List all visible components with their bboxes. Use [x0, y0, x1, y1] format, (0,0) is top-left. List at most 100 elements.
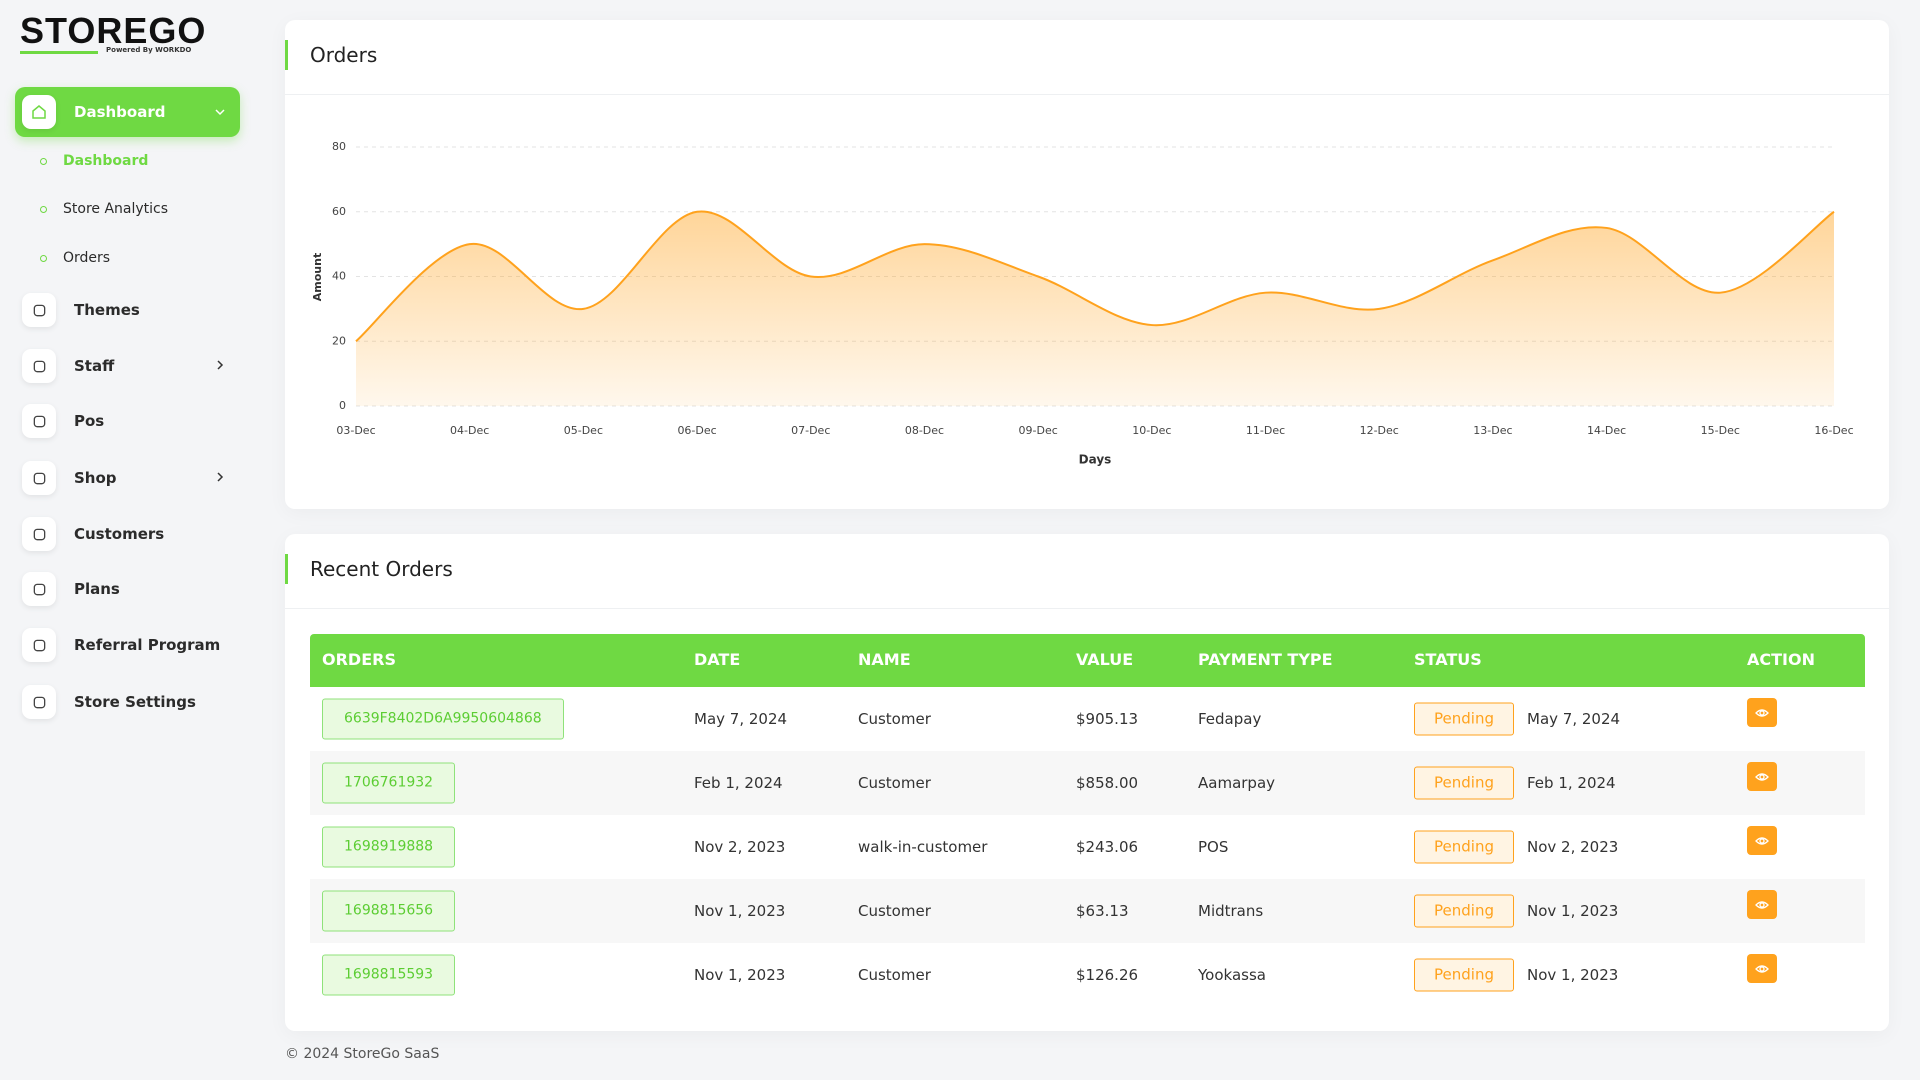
- y-tick-label: 40: [332, 270, 346, 283]
- icon: [22, 461, 56, 495]
- icon: [22, 572, 56, 606]
- y-tick-label: 20: [332, 334, 346, 347]
- nav-item[interactable]: Shop: [15, 453, 240, 503]
- icon: [22, 628, 56, 662]
- nav-label: Themes: [74, 301, 140, 319]
- x-tick-label: 04-Dec: [450, 424, 489, 437]
- card-title: Orders: [310, 43, 378, 67]
- recent-orders-card: Recent Orders ORDERS DATE NAME VALUE PAYMENT…: [285, 534, 1889, 1031]
- view-button[interactable]: [1747, 826, 1777, 855]
- row-stripe: [310, 751, 1865, 815]
- nav-item[interactable]: Themes: [15, 285, 240, 335]
- x-tick-label: 09-Dec: [1019, 424, 1058, 437]
- table-cell: Nov 1, 2023: [694, 902, 786, 920]
- view-button[interactable]: [1747, 890, 1777, 919]
- table-cell: Customer: [858, 966, 931, 984]
- table-cell: $243.06: [1076, 838, 1139, 856]
- nav-item[interactable]: Customers: [15, 509, 240, 559]
- icon: [22, 293, 56, 327]
- nav-label: Referral Program: [74, 636, 221, 654]
- icon: [22, 517, 56, 551]
- view-button[interactable]: [1747, 698, 1777, 727]
- status-date: Nov 2, 2023: [1527, 838, 1619, 856]
- nav-item[interactable]: Store Settings: [15, 677, 240, 727]
- brand-underline: [20, 51, 98, 54]
- nav-label: Plans: [74, 580, 120, 598]
- column-header: ORDERS: [322, 650, 396, 669]
- status-date: Nov 1, 2023: [1527, 902, 1619, 920]
- nav-label: Dashboard: [74, 103, 166, 121]
- y-tick-label: 80: [332, 140, 346, 153]
- column-header: DATE: [694, 650, 741, 669]
- table-header: [310, 634, 1865, 687]
- x-tick-label: 11-Dec: [1246, 424, 1285, 437]
- column-header: VALUE: [1076, 650, 1134, 669]
- table-cell: Aamarpay: [1198, 774, 1276, 792]
- status-badge: Pending: [1414, 830, 1514, 864]
- card-accent: [285, 554, 288, 584]
- x-tick-label: 14-Dec: [1587, 424, 1626, 437]
- column-header: ACTION: [1747, 650, 1815, 669]
- order-id-badge[interactable]: 1706761932: [322, 762, 456, 804]
- y-tick-label: 0: [339, 399, 346, 412]
- column-header: NAME: [858, 650, 911, 669]
- icon: [22, 404, 56, 438]
- order-id-badge[interactable]: 1698815656: [322, 890, 456, 932]
- nav-dashboard[interactable]: Dashboard: [15, 87, 240, 137]
- view-button[interactable]: [1747, 954, 1777, 983]
- icon: [22, 685, 56, 719]
- status-date: May 7, 2024: [1527, 710, 1621, 728]
- table-cell: $858.00: [1076, 774, 1139, 792]
- area-line: [355, 210, 1835, 343]
- nav-item[interactable]: Referral Program: [15, 620, 240, 670]
- nav-label: Pos: [74, 412, 105, 430]
- column-header: STATUS: [1414, 650, 1482, 669]
- order-id-badge[interactable]: 6639F8402D6A9950604868: [322, 698, 564, 740]
- order-id-badge[interactable]: 1698919888: [322, 826, 456, 868]
- nav-label: Shop: [74, 469, 117, 487]
- table-cell: Feb 1, 2024: [694, 774, 783, 792]
- table-cell: Customer: [858, 774, 931, 792]
- x-axis-label: Days: [1079, 453, 1112, 467]
- status-badge: Pending: [1414, 702, 1514, 736]
- subnav-item[interactable]: Orders: [40, 250, 110, 266]
- subnav-item[interactable]: Dashboard: [40, 153, 148, 169]
- x-tick-label: 07-Dec: [791, 424, 830, 437]
- subnav-item[interactable]: Store Analytics: [40, 201, 168, 217]
- x-tick-label: 08-Dec: [905, 424, 944, 437]
- icon: [22, 349, 56, 383]
- table-cell: $63.13: [1076, 902, 1129, 920]
- x-tick-label: 15-Dec: [1701, 424, 1740, 437]
- table-cell: walk-in-customer: [858, 838, 988, 856]
- x-tick-label: 06-Dec: [677, 424, 716, 437]
- table-cell: Nov 2, 2023: [694, 838, 786, 856]
- orders-card: Orders Amount Days 0 20 40 60 80 03-Dec 04-Dec…: [285, 20, 1889, 509]
- table-cell: May 7, 2024: [694, 710, 788, 728]
- subnav-label: Dashboard: [63, 153, 149, 169]
- subnav-label: Orders: [63, 250, 111, 266]
- status-date: Nov 1, 2023: [1527, 966, 1619, 984]
- view-button[interactable]: [1747, 762, 1777, 791]
- card-divider: [285, 608, 1889, 609]
- chevron: [214, 469, 226, 487]
- y-tick-label: 60: [332, 205, 346, 218]
- status-badge: Pending: [1414, 766, 1514, 800]
- x-tick-label: 05-Dec: [564, 424, 603, 437]
- x-tick-label: 10-Dec: [1132, 424, 1171, 437]
- nav-item[interactable]: Plans: [15, 564, 240, 614]
- order-id-badge[interactable]: 1698815593: [322, 954, 456, 996]
- nav-label: Staff: [74, 357, 115, 375]
- row-stripe: [310, 879, 1865, 943]
- card-accent: [285, 40, 288, 70]
- table-cell: Nov 1, 2023: [694, 966, 786, 984]
- nav-item[interactable]: Staff: [15, 341, 240, 391]
- chevron: [214, 357, 226, 375]
- card-title: Recent Orders: [310, 557, 453, 581]
- column-header: PAYMENT TYPE: [1198, 650, 1333, 669]
- x-tick-label: 16-Dec: [1814, 424, 1853, 437]
- table-cell: Yookassa: [1198, 966, 1266, 984]
- brand-logo: STOREGO: [20, 10, 207, 51]
- card-divider: [285, 94, 1889, 95]
- nav-label: Customers: [74, 525, 165, 543]
- nav-item[interactable]: Pos: [15, 396, 240, 446]
